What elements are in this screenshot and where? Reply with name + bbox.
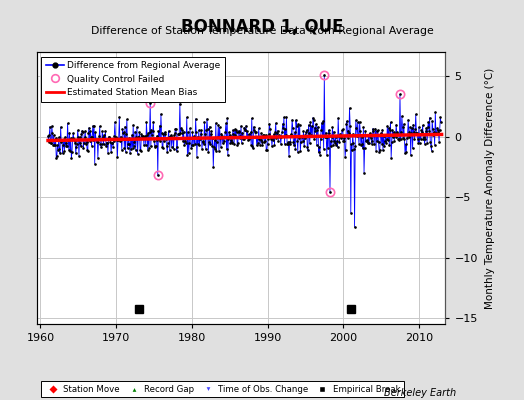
Y-axis label: Monthly Temperature Anomaly Difference (°C): Monthly Temperature Anomaly Difference (… xyxy=(485,67,495,309)
Legend: Station Move, Record Gap, Time of Obs. Change, Empirical Break: Station Move, Record Gap, Time of Obs. C… xyxy=(41,381,404,397)
Text: BONNARD 1, QUE: BONNARD 1, QUE xyxy=(181,18,343,36)
Text: Berkeley Earth: Berkeley Earth xyxy=(384,388,456,398)
Text: Difference of Station Temperature Data from Regional Average: Difference of Station Temperature Data f… xyxy=(91,26,433,36)
